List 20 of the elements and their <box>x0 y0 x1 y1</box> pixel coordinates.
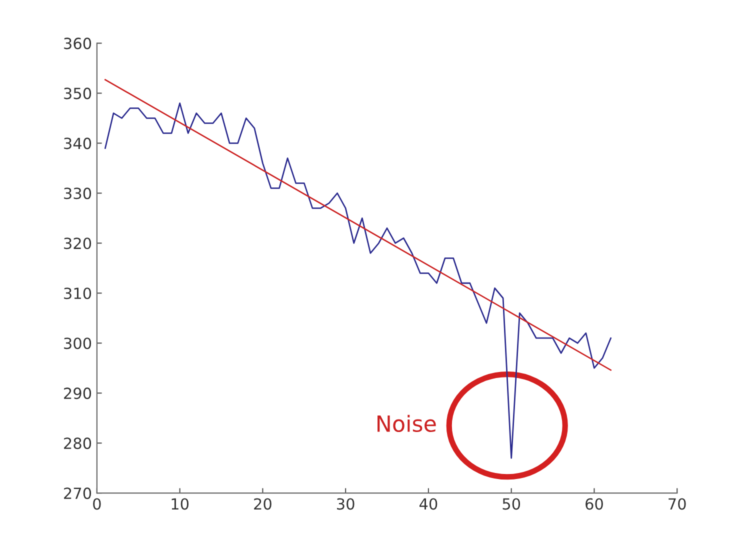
y-tick-label: 290 <box>64 388 92 400</box>
x-tick-label: 60 <box>586 498 603 510</box>
y-tick-label: 280 <box>64 438 92 450</box>
x-tick-label: 30 <box>337 498 354 510</box>
y-tick-label: 270 <box>64 488 92 500</box>
y-tick-label: 330 <box>64 188 92 200</box>
x-tick-label: 20 <box>254 498 272 510</box>
y-tick-label: 320 <box>64 238 92 250</box>
x-tick-label: 50 <box>502 498 520 510</box>
y-tick-label: 300 <box>64 338 92 350</box>
y-tick-label: 350 <box>64 88 92 100</box>
y-tick-label: 310 <box>64 288 92 300</box>
y-tick-label: 360 <box>64 38 92 50</box>
x-tick-label: 70 <box>668 498 686 510</box>
x-tick-label: 0 <box>93 498 101 510</box>
annotation: Noise <box>378 414 436 432</box>
x-tick-label: 10 <box>172 498 189 510</box>
y-tick-label: 340 <box>64 138 92 150</box>
line-series <box>104 102 612 459</box>
x-tick-label: 40 <box>419 498 438 510</box>
